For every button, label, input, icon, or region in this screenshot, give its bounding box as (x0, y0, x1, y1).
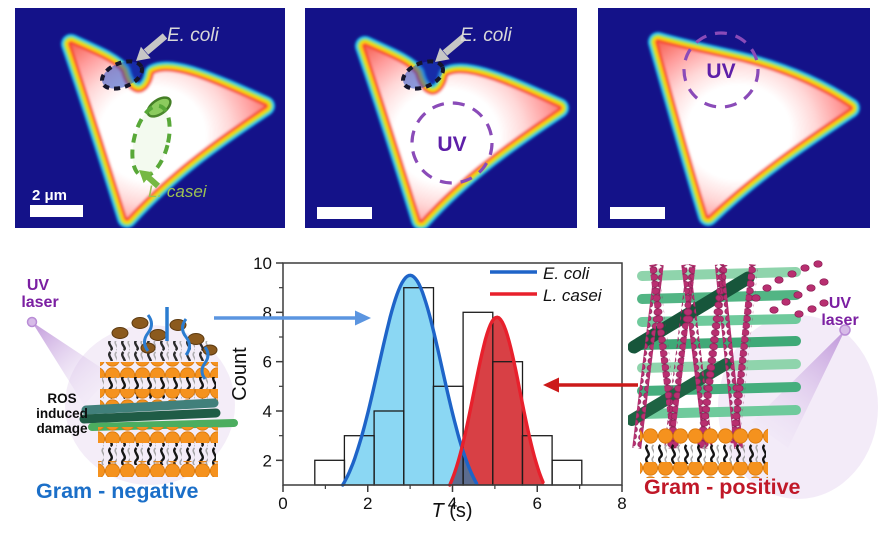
fit-curve (448, 315, 545, 487)
microscopy-panel-2: UV E. coli (305, 8, 577, 228)
left-uv-laser-label-line2: laser (21, 294, 58, 311)
x-tick-label: 2 (363, 494, 372, 513)
y-tick-label: 10 (253, 254, 272, 273)
legend-ecoli-label: E. coli (543, 264, 591, 283)
gram-positive-title: Gram - positive (644, 475, 801, 499)
microscopy-panel-3: UV (598, 8, 870, 228)
gram-negative-title: Gram - negative (36, 479, 199, 503)
gram-negative-arrowhead (355, 310, 371, 326)
cell-membrane (640, 428, 768, 478)
gram-positive-arrowhead (543, 377, 559, 393)
gram-negative-diagram: UV laser ROS induced damage Gram - negat… (21, 277, 238, 503)
panel1-ecoli-label: E. coli (167, 25, 220, 46)
panel2-uv-label: UV (437, 133, 466, 156)
gram-positive-diagram: UV laser Gram - positive (628, 260, 878, 499)
y-tick-label: 2 (263, 451, 272, 470)
ros-damage-label-line2: induced (36, 406, 88, 421)
lps-chains (143, 307, 210, 380)
panel1-lcasei-label: L. casei (148, 182, 208, 201)
histogram-bar (314, 459, 346, 486)
panel2-ecoli-label: E. coli (460, 25, 513, 46)
fit-curve (341, 273, 479, 487)
outer-membrane (100, 341, 218, 405)
lcasei-distribution-fill (414, 317, 588, 485)
ecoli-roi-ellipse (100, 59, 144, 91)
panel1-scalebar-label: 2 μm (32, 187, 67, 204)
lcasei-roi-ellipse (130, 103, 172, 179)
panel3-heatmap-shape (648, 32, 860, 226)
y-tick-label: 4 (263, 402, 272, 421)
teichoic-acid-chains (632, 263, 759, 449)
y-tick-label: 6 (263, 353, 272, 372)
x-tick-label: 0 (278, 494, 287, 513)
peptidoglycan-rods (79, 398, 238, 431)
ros-damage-label-line1: ROS (47, 391, 76, 406)
panel2-scale-bar (317, 207, 372, 219)
x-tick-label: 6 (533, 494, 542, 513)
scattered-beads (751, 260, 829, 318)
legend-lcasei-label: L. casei (543, 286, 603, 305)
ecoli-roi-ellipse (401, 59, 445, 91)
x-tick-label: 8 (617, 494, 626, 513)
right-uv-laser-label-line2: laser (821, 312, 858, 329)
left-uv-laser-label-line1: UV (27, 277, 50, 294)
x-tick-label: 4 (448, 494, 457, 513)
histogram-bar (551, 459, 583, 486)
uv-laser-beam (32, 322, 112, 405)
ros-damage-label-line3: damage (36, 421, 88, 436)
lcasei-pointer-arrow (139, 170, 161, 189)
panel3-scale-bar (610, 207, 665, 219)
ecoli-distribution-fill (323, 275, 524, 485)
y-axis-title: Count (229, 347, 251, 401)
panel1-scale-bar (30, 205, 83, 217)
laser-tip-icon (839, 324, 851, 336)
inner-membrane (98, 427, 218, 477)
uv-roi-circle (682, 31, 760, 109)
distribution-overlap-fill (414, 448, 525, 485)
uv-roi-circle (410, 101, 494, 185)
ecoli-pointer-arrow (136, 33, 168, 61)
panel3-uv-label: UV (706, 60, 735, 83)
right-uv-laser-label-line1: UV (829, 295, 852, 312)
y-tick-label: 8 (263, 303, 272, 322)
laser-tip-icon (26, 316, 38, 328)
microscopy-panel-1: E. coli L. casei 2 μm (15, 8, 285, 228)
x-axis-title: T (s) (431, 500, 472, 522)
